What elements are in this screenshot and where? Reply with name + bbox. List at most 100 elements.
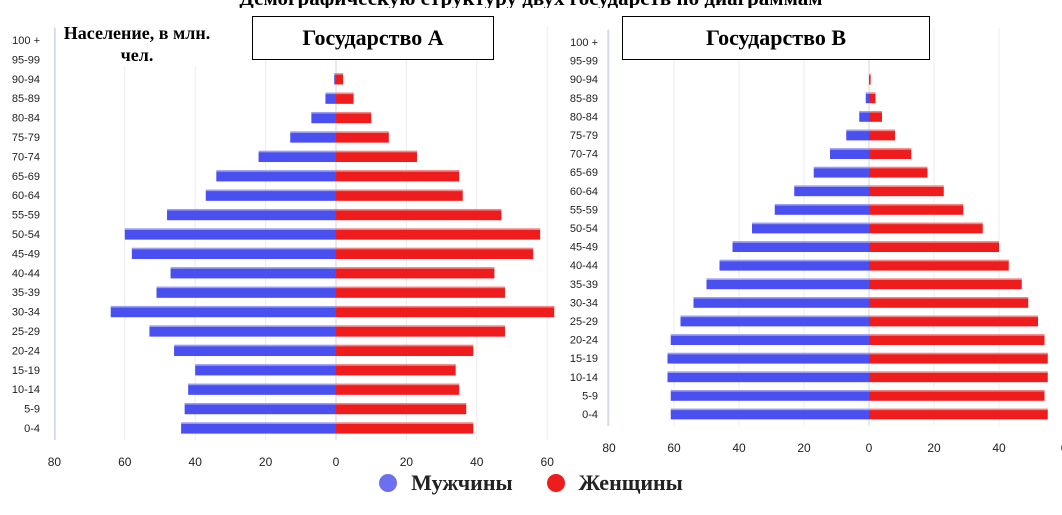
bar-female	[869, 334, 1045, 345]
bar-female	[336, 402, 467, 415]
bar-male	[670, 334, 869, 345]
y-tick-label: 50-54	[12, 229, 40, 241]
x-tick-label: 60	[541, 455, 555, 469]
bar-male	[846, 129, 869, 141]
bar-male	[149, 325, 336, 337]
bar-male	[195, 364, 336, 376]
bar-female	[869, 92, 876, 104]
bar-male	[752, 222, 869, 234]
bar-female-highlight	[336, 247, 534, 250]
y-tick-label: 15-19	[570, 353, 598, 365]
bar-male	[290, 131, 336, 143]
y-tick-label: 20-24	[570, 335, 598, 347]
bar-female	[336, 422, 474, 434]
bar-male	[667, 352, 869, 364]
bar-female	[336, 92, 354, 104]
bar-male-highlight	[181, 422, 336, 424]
y-tick-label: 25-29	[570, 316, 598, 328]
y-tick-label: 45-49	[570, 242, 598, 254]
bar-male-highlight	[794, 185, 869, 188]
x-tick-label: 20	[927, 441, 941, 455]
bar-female	[869, 371, 1048, 383]
bar-male-highlight	[170, 267, 336, 269]
bar-female-highlight	[869, 408, 1048, 411]
x-tick-label: 40	[189, 455, 203, 469]
bar-female	[336, 170, 460, 182]
bar-male	[181, 422, 336, 434]
bar-male-highlight	[174, 344, 336, 347]
y-tick-label: 60-64	[12, 190, 40, 202]
bar-female-highlight	[336, 402, 467, 405]
bar-female-highlight	[869, 315, 1038, 318]
y-tick-label: 0-4	[24, 423, 40, 435]
bar-female	[336, 111, 372, 124]
bar-female-highlight	[336, 208, 502, 211]
bar-male-highlight	[131, 247, 336, 250]
y-tick-label: 80-84	[570, 111, 598, 123]
y-tick-label: 65-69	[570, 167, 598, 179]
bar-male	[184, 402, 336, 415]
bar-female	[869, 129, 895, 141]
bar-male	[859, 111, 869, 122]
y-tick-label: 80-84	[12, 113, 40, 125]
bar-male	[311, 111, 336, 124]
bar-female-highlight	[336, 286, 505, 289]
bar-female	[336, 189, 463, 201]
y-tick-label: 40-44	[570, 260, 598, 272]
bar-female	[869, 222, 983, 234]
x-tick-label: 0	[866, 441, 873, 455]
bar-female	[336, 131, 389, 143]
y-tick-label: 70-74	[12, 151, 40, 163]
y-tick-label: 50-54	[570, 223, 598, 235]
bar-male-highlight	[311, 111, 336, 114]
y-tick-label: 5-9	[24, 404, 40, 416]
page-caption: Демографическую структуру двух государст…	[0, 0, 1062, 8]
bar-female	[869, 185, 944, 197]
bar-female-highlight	[336, 170, 460, 172]
x-tick-label: 40	[732, 441, 746, 455]
bar-female	[869, 73, 871, 85]
bar-male-highlight	[216, 170, 336, 172]
bar-female	[869, 315, 1038, 327]
bar-female	[336, 228, 541, 240]
bar-female	[869, 352, 1048, 364]
bar-female	[336, 286, 505, 298]
y-tick-label: 90-94	[570, 74, 598, 86]
bar-male	[334, 73, 336, 85]
bar-female-highlight	[336, 92, 354, 95]
bar-male-highlight	[830, 148, 869, 150]
bar-male	[110, 305, 336, 318]
bar-female	[869, 259, 1009, 271]
bar-female-highlight	[869, 166, 928, 169]
bar-female-highlight	[336, 364, 456, 366]
x-tick-label: 20	[259, 455, 273, 469]
bar-male-highlight	[124, 228, 336, 230]
y-tick-label: 40-44	[12, 268, 40, 280]
x-tick-label: 20	[400, 455, 414, 469]
bar-male	[670, 390, 869, 401]
bar-male	[830, 148, 869, 159]
bar-female-highlight	[336, 344, 474, 347]
bar-male	[170, 267, 336, 279]
bar-male-highlight	[859, 111, 869, 113]
bar-female	[869, 390, 1045, 401]
y-tick-label: 85-89	[570, 93, 598, 105]
bar-female-highlight	[869, 129, 895, 132]
y-tick-label: 85-89	[12, 93, 40, 105]
bar-female	[869, 297, 1029, 308]
bar-female-highlight	[869, 204, 964, 206]
y-tick-label: 25-29	[12, 326, 40, 338]
bar-male-highlight	[325, 92, 336, 95]
y-tick-label: 60-64	[570, 186, 598, 198]
x-tick-label: 60	[667, 441, 681, 455]
bar-male	[719, 259, 869, 271]
bar-female-highlight	[336, 422, 474, 424]
x-tick-label: 80	[602, 441, 616, 455]
bar-female-highlight	[869, 92, 876, 95]
bar-male-highlight	[188, 383, 336, 386]
bar-female-highlight	[869, 259, 1009, 262]
bar-male-highlight	[732, 241, 869, 243]
bar-female-highlight	[869, 297, 1029, 299]
bar-female	[869, 408, 1048, 420]
